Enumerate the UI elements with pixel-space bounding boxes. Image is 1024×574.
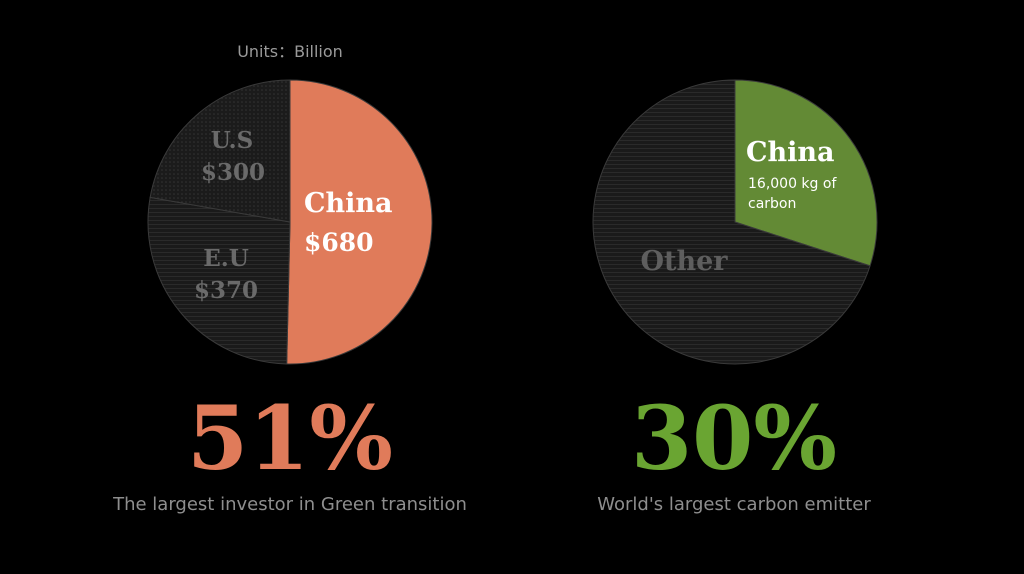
emitter-caption: World's largest carbon emitter [597,494,871,515]
china-emitter-detail-line1: 16,000 kg of [748,176,837,192]
china-investment-value-label: $680 [304,228,374,257]
other-slice-label: Other [640,246,728,277]
other-slice [592,79,871,365]
china-emitter-name-label: China [746,137,835,168]
investment-percent-headline: 51% [186,386,394,490]
eu-slice-name-label: E.U [203,245,249,272]
us-slice-name-label: U.S [211,127,254,154]
eu-slice [147,196,291,365]
emitter-percent-headline: 30% [630,386,838,490]
investment-caption: The largest investor in Green transition [113,494,467,515]
china-emitter-slice [734,79,878,267]
units-label: Units：Billion [237,42,343,61]
china-investment-slice [286,79,433,365]
china-emitter-detail-line2: carbon [748,196,796,212]
china-investment-name-label: China [304,188,393,219]
us-slice [149,79,291,223]
us-slice-value-label: $300 [201,159,265,186]
eu-slice-value-label: $370 [194,277,258,304]
emitter-pie [592,79,878,365]
investment-pie [147,79,433,365]
